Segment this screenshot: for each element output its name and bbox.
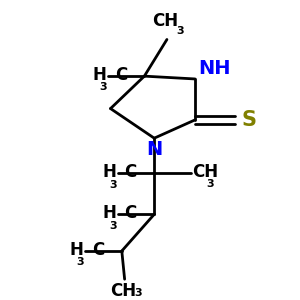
Text: H: H <box>102 204 116 222</box>
Text: C: C <box>124 163 137 181</box>
Text: CH: CH <box>110 282 136 300</box>
Text: C: C <box>92 241 104 259</box>
Text: 3: 3 <box>109 180 117 190</box>
Text: C: C <box>124 204 137 222</box>
Text: C: C <box>115 66 127 84</box>
Text: 3: 3 <box>77 257 84 267</box>
Text: 3: 3 <box>99 82 107 92</box>
Text: N: N <box>146 140 162 159</box>
Text: H: H <box>92 66 106 84</box>
Text: 3: 3 <box>206 178 214 188</box>
Text: 3: 3 <box>177 26 184 36</box>
Text: 3: 3 <box>109 220 117 230</box>
Text: CH: CH <box>192 163 218 181</box>
Text: H: H <box>70 241 84 259</box>
Text: 3: 3 <box>134 288 142 298</box>
Text: NH: NH <box>198 58 230 77</box>
Text: S: S <box>242 110 256 130</box>
Text: CH: CH <box>152 12 178 30</box>
Text: H: H <box>102 163 116 181</box>
